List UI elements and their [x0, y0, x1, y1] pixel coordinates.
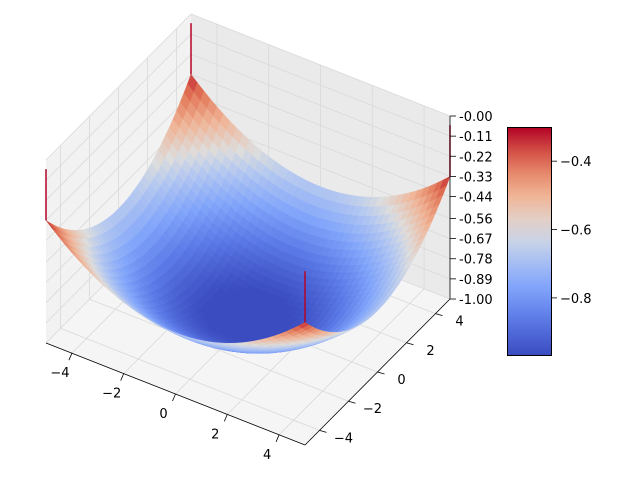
z-tick-label: -0.11: [459, 130, 493, 145]
x-tick: [172, 393, 176, 402]
colorbar: [507, 127, 552, 356]
x-tick-label: −2: [102, 387, 121, 402]
z-tick-label: -0.56: [459, 212, 493, 227]
z-tick-label: -0.44: [459, 191, 493, 206]
x-tick: [120, 373, 125, 381]
gridline-z: [45, 13, 451, 161]
z-tick-label: -0.67: [459, 233, 493, 248]
z-tick-label: -0.33: [459, 170, 493, 185]
x-tick-label: 2: [211, 427, 219, 442]
z-tick-label: -0.22: [459, 150, 493, 165]
z-tick-label: -0.89: [459, 273, 493, 288]
y-tick: [406, 342, 414, 346]
z-tick-label: -0.00: [459, 110, 493, 125]
x-tick-label: 0: [159, 407, 167, 422]
y-tick-label: 4: [455, 315, 463, 330]
surface-mesh: [45, 73, 451, 354]
x-tick-label: −4: [50, 366, 69, 381]
y-tick: [319, 430, 327, 433]
y-tick-label: 0: [397, 373, 405, 388]
y-tick: [348, 400, 356, 404]
x-tick: [223, 414, 228, 422]
y-tick: [435, 313, 443, 316]
y-tick-label: −2: [363, 402, 382, 417]
z-tick-label: -0.78: [459, 253, 493, 268]
y-tick-label: 2: [426, 344, 434, 359]
x-tick: [275, 434, 280, 442]
x-tick-label: 4: [263, 448, 271, 463]
y-tick: [377, 371, 385, 375]
x-tick: [68, 353, 73, 361]
axis-ticks: −4 −2 0 2 4 −4 −2 0 2 4 -1.00 -0.89 -0.78 -0.67 -0.56 -…: [50, 110, 492, 463]
surface-patch: [298, 322, 310, 329]
y-tick-label: −4: [334, 431, 353, 446]
z-tick-label: -1.00: [459, 293, 493, 308]
